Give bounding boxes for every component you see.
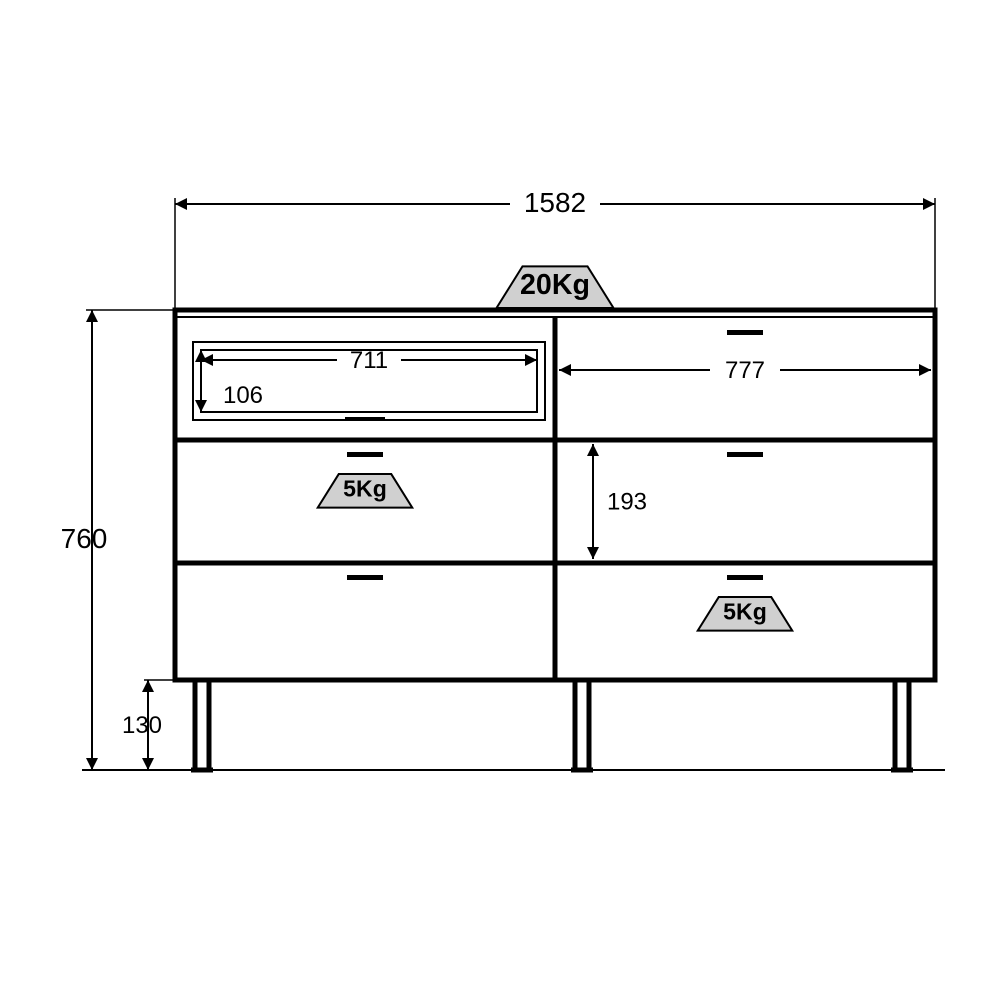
svg-text:760: 760	[61, 523, 108, 554]
svg-text:20Kg: 20Kg	[520, 269, 590, 301]
svg-text:193: 193	[607, 489, 647, 516]
svg-text:1582: 1582	[524, 187, 586, 218]
svg-text:5Kg: 5Kg	[343, 475, 387, 501]
svg-text:711: 711	[350, 347, 388, 374]
svg-text:106: 106	[223, 382, 263, 409]
svg-text:130: 130	[122, 712, 162, 739]
svg-text:777: 777	[725, 357, 765, 384]
svg-text:5Kg: 5Kg	[723, 598, 767, 624]
